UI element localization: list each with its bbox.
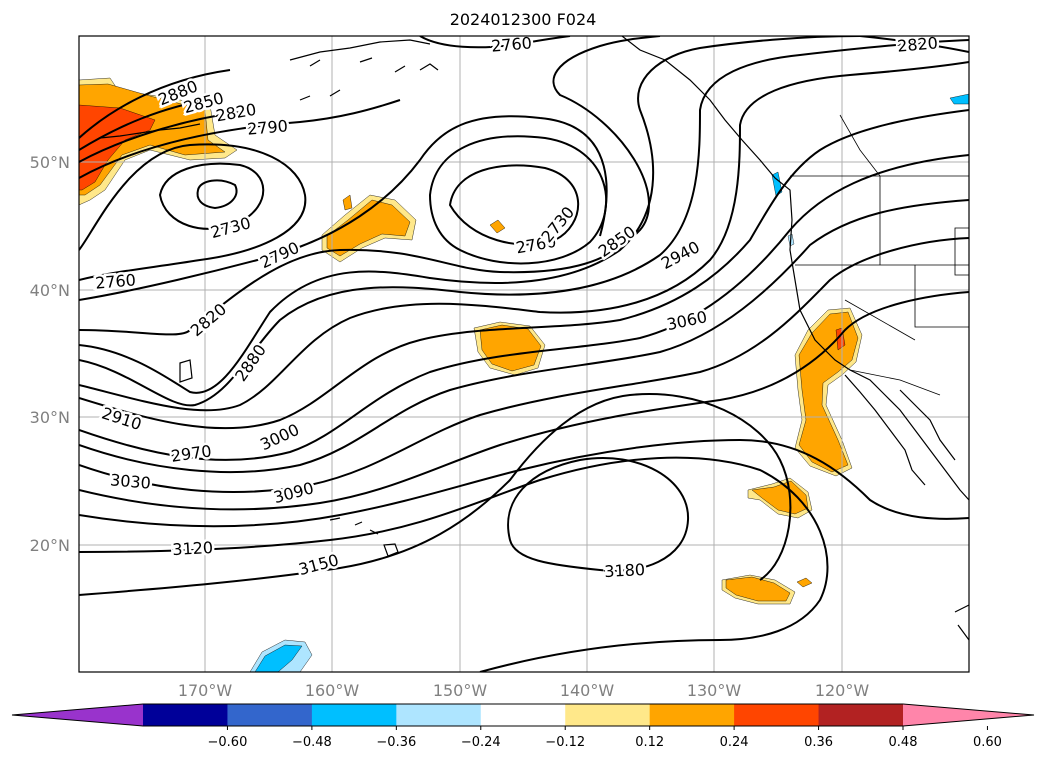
- anomaly-130w-mid: [725, 576, 791, 602]
- coastlines: [99, 36, 969, 641]
- lat-label-40n: 40°N: [30, 281, 70, 300]
- anomaly-neg-bottom-mid: [254, 644, 303, 672]
- colorbar: −0.60 −0.48 −0.36 −0.24 −0.12 0.12 0.24 0.36 0.4…: [11, 703, 1035, 750]
- colorbar-tick-label: 0.48: [889, 735, 918, 750]
- colorbar-segment: [227, 704, 313, 726]
- contour-2760-top: [419, 36, 571, 49]
- map-title: 2024012300 F024: [450, 10, 597, 29]
- contour-2880-north: [79, 69, 231, 139]
- colorbar-tick-label: −0.60: [208, 735, 248, 750]
- anomaly-160w-mid: [326, 199, 411, 257]
- lon-label-120w: 120°W: [815, 681, 870, 700]
- contour-2850-mid: [79, 36, 861, 394]
- contour-2820-north: [79, 111, 241, 163]
- lon-labels: 170°W 160°W 150°W 140°W 130°W 120°W: [178, 681, 870, 700]
- colorbar-tick-label: 0.12: [635, 735, 664, 750]
- contour-label: 3150: [296, 550, 340, 579]
- contour-label: 3090: [271, 478, 315, 507]
- contour-label: 2970: [170, 441, 213, 465]
- colorbar-tick-label: 0.60: [973, 735, 1002, 750]
- lat-label-50n: 50°N: [30, 153, 70, 172]
- contour-ne-2820: [859, 36, 969, 53]
- contour-label: 2940: [658, 237, 703, 273]
- contour-label: 3180: [604, 560, 646, 581]
- contour-3120: [79, 456, 829, 672]
- coast-mexico-south: [954, 604, 969, 641]
- colorbar-ext-high: [903, 704, 1034, 726]
- contour-2880-mid: [79, 39, 969, 407]
- plot-area: 2880 2850 2820 2790 2760 2820 2730 2790 …: [79, 33, 969, 672]
- contour-2970: [79, 154, 969, 461]
- contour-2760-low: [428, 135, 608, 265]
- anomaly-160w-tip: [342, 194, 353, 211]
- colorbar-tick-label: 0.24: [720, 735, 749, 750]
- colorbar-outline: [11, 703, 1035, 727]
- colorbar-tick-label: −0.48: [292, 735, 332, 750]
- contour-label: 3060: [665, 307, 709, 334]
- lon-label-160w: 160°W: [305, 681, 360, 700]
- colorbar-segment: [818, 704, 904, 726]
- lon-label-130w: 130°W: [687, 681, 742, 700]
- colorbar-tick-label: −0.24: [461, 735, 501, 750]
- contour-2790-mid: [79, 115, 608, 301]
- plot-frame: [78, 35, 970, 673]
- contour-label: 2820: [896, 33, 938, 55]
- height-contours: [79, 36, 969, 672]
- island-small: [179, 359, 193, 383]
- contour-3090: [79, 438, 969, 528]
- contour-label: 2760: [490, 33, 532, 55]
- contour-2700-closed: [196, 179, 238, 210]
- colorbar-segment: [734, 704, 820, 726]
- contour-label: 2790: [246, 116, 288, 138]
- contour-label: 3120: [172, 538, 214, 559]
- colorbar-ext-low: [12, 704, 143, 726]
- colorbar-segment: [143, 704, 228, 726]
- contour-3060: [79, 291, 969, 511]
- colorbar-segment: [311, 704, 397, 726]
- contour-label: 2820: [187, 299, 230, 340]
- gridlines: [79, 36, 969, 672]
- lat-label-30n: 30°N: [30, 408, 70, 427]
- contour-3030: [79, 237, 969, 494]
- colorbar-segment: [649, 704, 735, 726]
- anomaly-145w-mid: [479, 324, 542, 372]
- contour-2940: [79, 109, 969, 430]
- colorbar-tick-label: −0.12: [545, 735, 585, 750]
- coast-alaska-islands: [289, 39, 439, 101]
- colorbar-tick-label: −0.36: [376, 735, 416, 750]
- contour-2760-west: [79, 143, 307, 281]
- contour-3000: [79, 199, 969, 474]
- border-states: [795, 114, 969, 341]
- contour-label: 2760: [94, 270, 136, 292]
- colorbar-tick-label: 0.36: [804, 735, 833, 750]
- lon-label-140w: 140°W: [560, 681, 615, 700]
- coast-hawaii: [329, 517, 399, 557]
- lat-labels: 50°N 40°N 30°N 20°N: [30, 153, 70, 555]
- coast-baja-gulf: [844, 374, 956, 486]
- contour-2730-closed: [158, 162, 265, 230]
- contour-2910: [79, 61, 969, 412]
- colorbar-segment: [565, 704, 651, 726]
- contour-3180: [507, 457, 690, 572]
- contour-label: 2730: [208, 213, 252, 242]
- contour-2820-mid: [79, 36, 661, 336]
- border-us-mexico: [849, 369, 941, 396]
- anomaly-low-dot: [489, 219, 506, 234]
- lon-label-170w: 170°W: [178, 681, 233, 700]
- anomaly-neg-ne: [949, 93, 969, 105]
- contour-2730-low: [448, 164, 580, 246]
- anomaly-ca-mid: [798, 311, 859, 473]
- contour-2790-north: [79, 99, 401, 179]
- coast-north-america: [621, 36, 969, 501]
- contour-label: 3030: [109, 470, 151, 492]
- contour-2850-north: [79, 97, 216, 151]
- colorbar-segment: [480, 704, 566, 726]
- lat-label-20n: 20°N: [30, 536, 70, 555]
- contour-3150: [79, 393, 792, 596]
- contour-label: 2910: [99, 403, 144, 434]
- lon-label-150w: 150°W: [433, 681, 488, 700]
- anomaly-130w-tip: [796, 577, 813, 588]
- colorbar-segment: [396, 704, 482, 726]
